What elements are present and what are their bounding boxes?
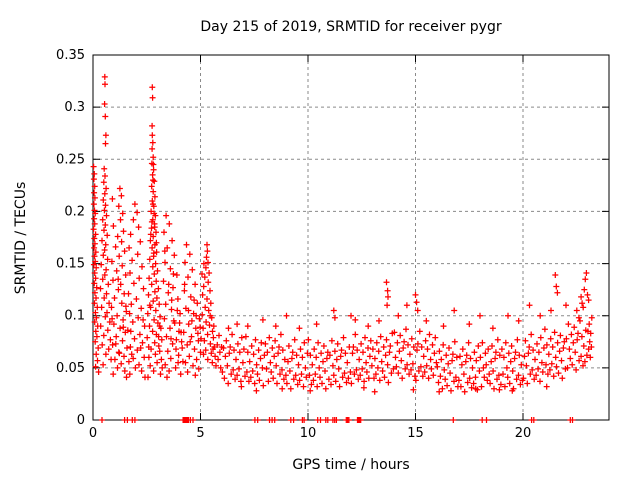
x-tick-label: 0 [89, 426, 97, 441]
y-axis-label: SRMTID / TECUs [13, 182, 29, 295]
y-tick-label: 0.15 [56, 257, 85, 272]
y-tick-label: 0.25 [56, 152, 85, 167]
tick-labels: 0 5 10 15 20 0 0.05 0.1 0.15 0.2 0.25 0.3 0.35 [56, 48, 531, 441]
y-tick-label: 0.2 [64, 204, 85, 219]
data-points [90, 73, 595, 423]
y-tick-label: 0 [77, 413, 85, 428]
x-tick-label: 15 [407, 426, 424, 441]
x-tick-label: 20 [515, 426, 532, 441]
y-tick-label: 0.35 [56, 48, 85, 63]
x-tick-label: 10 [300, 426, 317, 441]
chart-title: Day 215 of 2019, SRMTID for receiver pyg… [200, 19, 501, 35]
y-tick-label: 0.1 [64, 309, 85, 324]
y-tick-label: 0.05 [56, 361, 85, 376]
y-tick-label: 0.3 [64, 100, 85, 115]
x-tick-label: 5 [196, 426, 204, 441]
x-axis-label: GPS time / hours [292, 457, 409, 473]
